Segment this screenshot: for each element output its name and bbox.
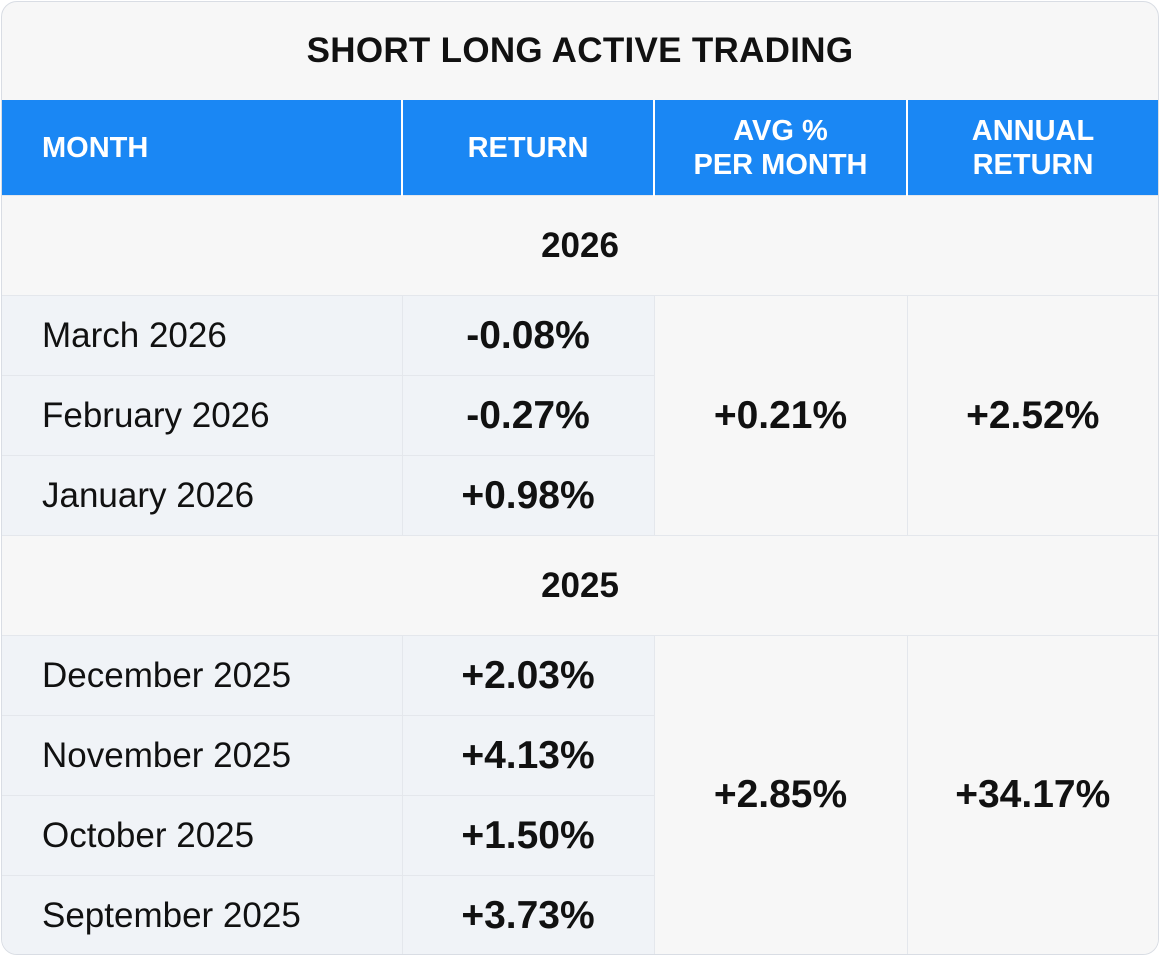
header-row: MONTH RETURN AVG % PER MONTH ANNUAL RETU…: [2, 100, 1158, 196]
avg-per-month-cell: +0.21%: [653, 295, 908, 536]
annual-return-cell: +34.17%: [906, 635, 1158, 954]
month-cell: November 2025: [2, 715, 403, 796]
header-month: MONTH: [2, 100, 403, 196]
table-row: December 2025 +2.03% +2.85% +34.17%: [2, 635, 1158, 954]
header-avg-line1: AVG %: [733, 114, 828, 147]
header-annual-line2: RETURN: [972, 148, 1094, 181]
month-cell: December 2025: [2, 635, 403, 716]
month-cell: February 2026: [2, 375, 403, 456]
table-row: September 2025 +3.73%: [2, 875, 1158, 954]
header-annual-return: ANNUAL RETURN: [907, 100, 1158, 196]
return-cell: -0.08%: [401, 295, 655, 376]
header-avg-per-month: AVG % PER MONTH: [654, 100, 908, 196]
year-row-2026: 2026: [2, 195, 1158, 296]
table-row: February 2026 -0.27%: [2, 375, 1158, 456]
header-return: RETURN: [402, 100, 655, 196]
month-cell: October 2025: [2, 795, 403, 876]
table-row: October 2025 +1.50%: [2, 795, 1158, 876]
year-label: 2026: [2, 195, 1158, 296]
year-row-2025: 2025: [2, 535, 1158, 636]
header-annual-line1: ANNUAL: [971, 114, 1095, 147]
return-cell: +4.13%: [401, 715, 655, 796]
avg-per-month-cell: +2.85%: [653, 635, 908, 954]
header-avg-line2: PER MONTH: [693, 148, 868, 181]
returns-table: MONTH RETURN AVG % PER MONTH ANNUAL RETU…: [2, 100, 1158, 954]
annual-return-cell: +2.52%: [906, 295, 1158, 536]
table-row: January 2026 +0.98%: [2, 455, 1158, 536]
return-cell: -0.27%: [401, 375, 655, 456]
month-cell: January 2026: [2, 455, 403, 536]
year-label: 2025: [2, 535, 1158, 636]
return-cell: +0.98%: [401, 455, 655, 536]
table-row: November 2025 +4.13%: [2, 715, 1158, 796]
return-cell: +1.50%: [401, 795, 655, 876]
header-return-label: RETURN: [467, 131, 589, 164]
header-month-label: MONTH: [42, 131, 149, 164]
month-cell: September 2025: [2, 875, 403, 954]
return-cell: +2.03%: [401, 635, 655, 716]
month-cell: March 2026: [2, 295, 403, 376]
return-cell: +3.73%: [401, 875, 655, 954]
table-title: SHORT LONG ACTIVE TRADING: [306, 31, 854, 70]
table-row: March 2026 -0.08% +0.21% +2.52%: [2, 295, 1158, 536]
